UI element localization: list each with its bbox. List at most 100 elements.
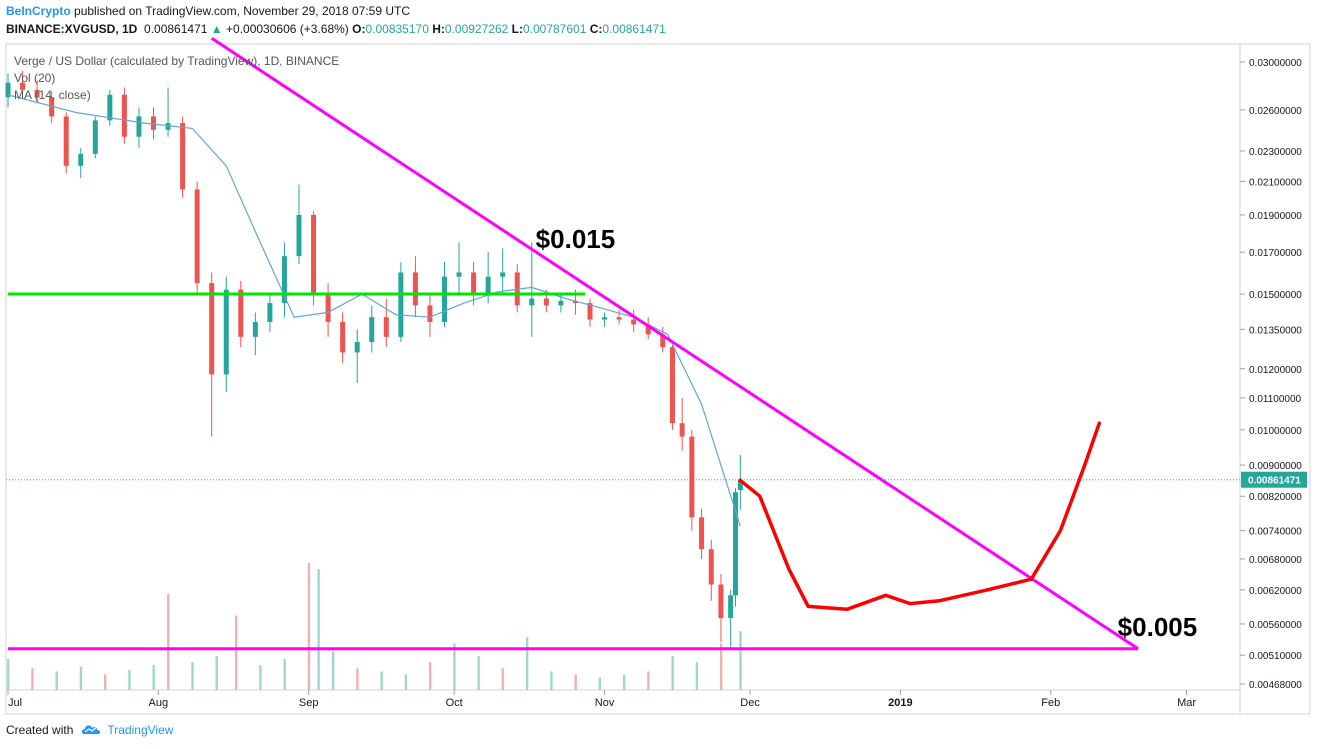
close-value: 0.00861471	[602, 22, 666, 36]
volume-bar	[501, 668, 505, 690]
candle-body	[485, 276, 491, 295]
ohlc-header: BINANCE:XVGUSD, 1D 0.00861471 ▲ +0.00030…	[6, 22, 666, 36]
candle-body	[223, 289, 229, 375]
candle-body	[728, 595, 734, 618]
time-tick-label: Mar	[1177, 697, 1196, 709]
time-tick-label: Nov	[595, 697, 615, 709]
volume-bar	[7, 659, 10, 690]
candle-body	[669, 347, 675, 424]
high-value: 0.00927262	[444, 22, 509, 36]
author-link[interactable]: BeInCrypto	[6, 4, 71, 18]
candle-body	[733, 492, 738, 596]
volume-bar	[331, 651, 335, 690]
time-tick-label: Dec	[740, 697, 760, 709]
candle-body	[325, 294, 331, 322]
last-price: 0.00861471	[144, 22, 208, 36]
candle-body	[587, 303, 593, 320]
volume-bar	[104, 674, 107, 690]
price-tick-label: 0.00900000	[1249, 461, 1302, 472]
candle-body	[34, 89, 40, 98]
candle-body	[442, 276, 447, 322]
tradingview-link[interactable]: TradingView	[107, 723, 174, 737]
candle-body	[311, 214, 317, 295]
volume-bar	[739, 631, 742, 690]
publish-info: BeInCrypto published on TradingView.com,…	[6, 4, 410, 18]
candle-body	[180, 123, 186, 190]
close-label: C:	[589, 22, 603, 36]
volume-bar	[622, 674, 626, 690]
volume-bar	[380, 671, 383, 690]
candle-body	[679, 423, 685, 437]
candle-body	[572, 300, 578, 304]
price-tick-label: 0.01350000	[1249, 325, 1302, 336]
price-tick-label: 0.01700000	[1249, 248, 1302, 259]
volume-bar	[719, 643, 723, 690]
candle-body	[500, 272, 506, 277]
candle-body	[107, 94, 113, 121]
candle-body	[121, 94, 127, 137]
volume-bar	[574, 674, 577, 690]
projection-drawing	[738, 421, 1102, 612]
tradingview-cloud-icon	[82, 725, 101, 734]
candle-body	[194, 189, 200, 284]
volume-bar	[550, 671, 553, 690]
candle-body	[529, 298, 535, 306]
volume-bar	[55, 671, 58, 690]
candle-body	[631, 319, 637, 325]
last-price-tag	[1241, 471, 1307, 488]
candle-body	[602, 317, 608, 320]
volume-layer	[7, 562, 742, 690]
volume-bar	[647, 671, 650, 690]
time-tick-label: Sep	[299, 697, 319, 709]
volume-bar	[317, 569, 320, 690]
price-tick-label: 0.01900000	[1249, 211, 1302, 222]
candle-body	[238, 289, 244, 337]
low-label: L:	[511, 22, 523, 36]
created-with-text: Created with	[6, 723, 74, 737]
candle-body	[616, 317, 622, 320]
candle-body	[558, 300, 564, 306]
candle-body	[412, 272, 418, 306]
volume-bar	[152, 665, 155, 690]
drawings-layer: $0.015 $0.005	[6, 37, 1240, 651]
price-tick-label: 0.00560000	[1249, 620, 1302, 631]
candle-body	[660, 334, 666, 348]
volume-bar	[525, 637, 529, 690]
candle-body	[20, 82, 26, 90]
price-tick-label: 0.01000000	[1249, 426, 1302, 437]
volume-bar	[167, 593, 170, 690]
candle-body	[354, 341, 360, 353]
candle-body	[456, 272, 462, 277]
chart-legend-title: Verge / US Dollar (calculated by Trading…	[14, 54, 339, 68]
price-tick-label: 0.01100000	[1249, 394, 1302, 405]
candle-body	[471, 272, 477, 295]
price-tick-label: 0.03000000	[1249, 58, 1302, 69]
price-annotation-0: $0.015	[536, 224, 616, 254]
candle-body	[737, 479, 743, 491]
time-tick-label: Aug	[149, 697, 169, 709]
up-arrow-icon: ▲	[210, 22, 223, 36]
price-change: +0.00030606 (+3.68%)	[226, 22, 349, 36]
volume-bar	[234, 615, 238, 690]
candle-body	[340, 321, 346, 353]
time-tick-label: Jul	[8, 697, 22, 709]
candle-body	[281, 256, 287, 304]
last-price-tag-label: 0.00861471	[1248, 476, 1301, 487]
candle-body	[383, 317, 389, 337]
volume-bar	[215, 655, 218, 690]
open-label: O:	[352, 22, 366, 36]
candle-body	[136, 116, 142, 137]
axis-layer: 0.03000000 0.02600000 0.02300000 0.02100000…	[7, 58, 1307, 709]
published-text: published on TradingView.com, November 2…	[74, 4, 410, 18]
price-tick-label: 0.02100000	[1249, 177, 1302, 188]
volume-bar	[191, 662, 194, 690]
candle-body	[398, 272, 404, 337]
legend-ma: MA (14, close)	[14, 88, 91, 102]
candle-body	[165, 123, 171, 130]
price-tick-label: 0.01200000	[1249, 365, 1302, 376]
candle-body	[252, 321, 258, 337]
volume-bar	[428, 662, 432, 690]
candle-body	[699, 517, 705, 550]
ma-layer	[7, 94, 741, 527]
